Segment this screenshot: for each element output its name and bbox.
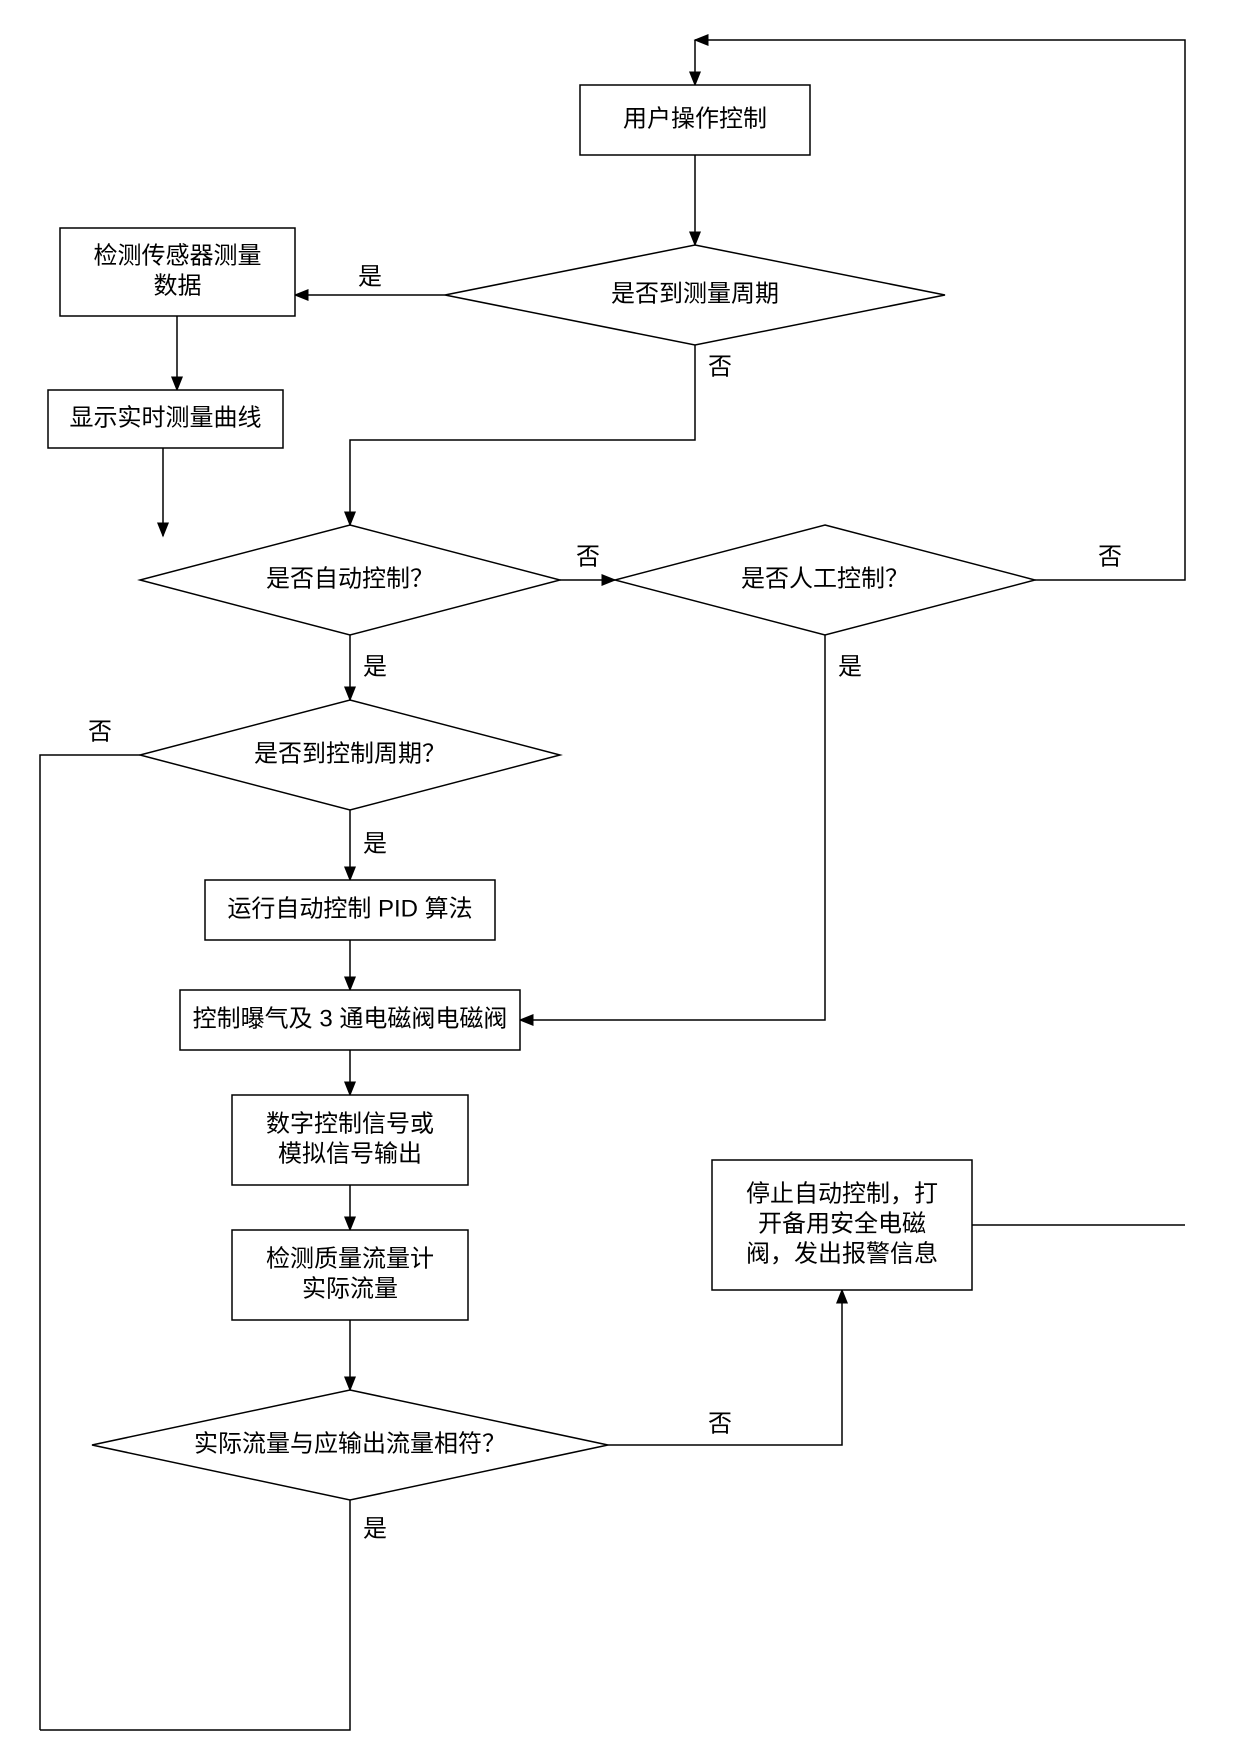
node-n6_signal: 数字控制信号或模拟信号输出 (232, 1095, 468, 1185)
edge-label: 否 (708, 353, 732, 380)
node-label: 阀，发出报警信息 (746, 1240, 938, 1267)
node-label: 是否到控制周期？ (254, 740, 446, 767)
edge-label: 是 (838, 653, 862, 680)
node-d4_ctrl_cycle: 是否到控制周期？ (140, 700, 560, 810)
node-label: 运行自动控制 PID 算法 (227, 895, 472, 922)
node-label: 是否人工控制？ (741, 565, 909, 592)
node-label: 用户操作控制 (623, 105, 767, 132)
node-label: 检测质量流量计 (266, 1245, 434, 1272)
node-label: 数据 (154, 272, 202, 299)
node-label: 实际流量与应输出流量相符？ (194, 1430, 506, 1457)
node-n7_flow: 检测质量流量计实际流量 (232, 1230, 468, 1320)
edge-label: 是 (363, 830, 387, 857)
edge-label: 否 (708, 1410, 732, 1437)
edge (40, 755, 140, 1730)
node-d5_match: 实际流量与应输出流量相符？ (92, 1390, 608, 1500)
edge-label: 是 (363, 1515, 387, 1542)
edge-label: 是 (363, 653, 387, 680)
node-n8_alarm: 停止自动控制，打开备用安全电磁阀，发出报警信息 (712, 1160, 972, 1290)
nodes-layer: 用户操作控制是否到测量周期 检测传感器测量数据显示实时测量曲线是否自动控制？ 是否人… (48, 85, 1035, 1500)
node-label: 模拟信号输出 (278, 1140, 422, 1167)
node-label: 控制曝气及 3 通电磁阀电磁阀 (193, 1005, 508, 1032)
node-d1_meas_cycle: 是否到测量周期 (445, 245, 945, 345)
edge-label: 否 (1098, 543, 1122, 570)
node-label: 检测传感器测量 (94, 242, 262, 269)
node-d3_manual: 是否人工控制？ (615, 525, 1035, 635)
node-label: 停止自动控制，打 (746, 1180, 938, 1207)
node-d2_auto: 是否自动控制？ (140, 525, 560, 635)
edge (350, 345, 695, 525)
flowchart-canvas: 是否否否是是否是否是 用户操作控制是否到测量周期检测传感器测量数据显示实时测量曲… (0, 0, 1240, 1764)
node-label: 数字控制信号或 (266, 1110, 434, 1137)
node-label: 显示实时测量曲线 (70, 404, 262, 431)
edge (40, 1500, 350, 1730)
node-n2_detect: 检测传感器测量数据 (60, 228, 295, 316)
edge-label: 否 (576, 543, 600, 570)
node-label: 是否到测量周期 (611, 280, 779, 307)
node-label: 开备用安全电磁 (758, 1210, 926, 1237)
node-n4_pid: 运行自动控制 PID 算法 (205, 880, 495, 940)
edge-label: 否 (88, 718, 112, 745)
node-n1_user_op: 用户操作控制 (580, 85, 810, 155)
edge-label: 是 (358, 263, 382, 290)
node-label: 实际流量 (302, 1275, 398, 1302)
node-label: 是否自动控制？ (266, 565, 434, 592)
node-n5_valve: 控制曝气及 3 通电磁阀电磁阀 (180, 990, 520, 1050)
edge (520, 635, 825, 1020)
node-n3_curve: 显示实时测量曲线 (48, 390, 283, 448)
